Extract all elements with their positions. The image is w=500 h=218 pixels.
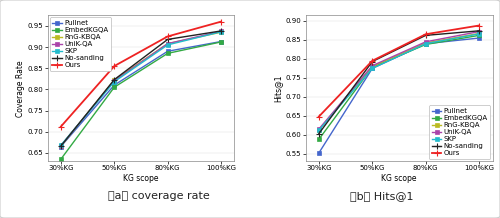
Line: No-sanding: No-sanding (58, 28, 224, 149)
SKP (316, 129, 322, 131)
X-axis label: KG scope: KG scope (123, 174, 158, 183)
Line: Ours: Ours (58, 19, 224, 129)
Ours (476, 24, 482, 27)
RnG-KBQA (164, 42, 170, 45)
Line: RnG-KBQA: RnG-KBQA (59, 31, 223, 148)
RnG-KBQA (370, 65, 376, 68)
SKP (422, 43, 428, 45)
No-sanding (164, 38, 170, 41)
Ours (164, 35, 170, 38)
No-sanding (316, 132, 322, 135)
Ours (58, 125, 64, 128)
EmbedKGQA (422, 43, 428, 46)
Text: （b） Hits@1: （b） Hits@1 (350, 191, 413, 201)
Line: Pullnet: Pullnet (59, 40, 223, 148)
SKP (476, 32, 482, 35)
Line: UniK-QA: UniK-QA (59, 30, 223, 147)
Pullnet (112, 84, 117, 86)
Line: EmbedKGQA: EmbedKGQA (59, 40, 223, 161)
Legend: Pullnet, EmbedKGQA, RnG-KBQA, UniK-QA, SKP, No-sanding, Ours: Pullnet, EmbedKGQA, RnG-KBQA, UniK-QA, S… (50, 17, 111, 71)
UniK-QA (422, 41, 428, 43)
SKP (370, 67, 376, 70)
Line: SKP: SKP (59, 30, 223, 147)
Pullnet (476, 37, 482, 39)
Ours (218, 20, 224, 23)
Line: EmbedKGQA: EmbedKGQA (317, 34, 481, 141)
RnG-KBQA (476, 32, 482, 35)
Legend: Pullnet, EmbedKGQA, RnG-KBQA, UniK-QA, SKP, No-sanding, Ours: Pullnet, EmbedKGQA, RnG-KBQA, UniK-QA, S… (429, 106, 490, 159)
UniK-QA (218, 30, 224, 33)
Line: Ours: Ours (316, 23, 482, 119)
EmbedKGQA (476, 34, 482, 37)
No-sanding (422, 34, 428, 37)
EmbedKGQA (58, 158, 64, 160)
Y-axis label: Coverage Rate: Coverage Rate (16, 60, 25, 117)
Y-axis label: Hits@1: Hits@1 (274, 75, 283, 102)
Ours (422, 33, 428, 36)
Line: UniK-QA: UniK-QA (317, 30, 481, 131)
RnG-KBQA (58, 145, 64, 147)
EmbedKGQA (316, 138, 322, 141)
EmbedKGQA (164, 52, 170, 55)
No-sanding (218, 30, 224, 32)
EmbedKGQA (112, 86, 117, 89)
Ours (370, 60, 376, 62)
SKP (112, 80, 117, 83)
No-sanding (58, 145, 64, 147)
UniK-QA (316, 128, 322, 130)
Text: （a） coverage rate: （a） coverage rate (108, 191, 210, 201)
Pullnet (422, 43, 428, 45)
EmbedKGQA (370, 66, 376, 68)
Line: No-sanding: No-sanding (316, 28, 482, 136)
No-sanding (112, 78, 117, 81)
Pullnet (164, 50, 170, 53)
SKP (218, 31, 224, 33)
SKP (164, 44, 170, 46)
RnG-KBQA (316, 129, 322, 131)
Pullnet (370, 67, 376, 70)
UniK-QA (164, 42, 170, 45)
SKP (58, 144, 64, 146)
Line: RnG-KBQA: RnG-KBQA (317, 32, 481, 132)
Line: Pullnet: Pullnet (317, 36, 481, 155)
Ours (112, 65, 117, 67)
Pullnet (58, 145, 64, 148)
Pullnet (218, 40, 224, 43)
UniK-QA (112, 80, 117, 82)
Line: SKP: SKP (317, 32, 481, 132)
RnG-KBQA (218, 31, 224, 34)
RnG-KBQA (422, 42, 428, 44)
Pullnet (316, 152, 322, 154)
UniK-QA (58, 144, 64, 147)
Ours (316, 115, 322, 118)
X-axis label: KG scope: KG scope (382, 174, 417, 183)
No-sanding (370, 60, 376, 63)
EmbedKGQA (218, 41, 224, 43)
No-sanding (476, 29, 482, 32)
UniK-QA (476, 30, 482, 33)
UniK-QA (370, 64, 376, 67)
RnG-KBQA (112, 79, 117, 81)
